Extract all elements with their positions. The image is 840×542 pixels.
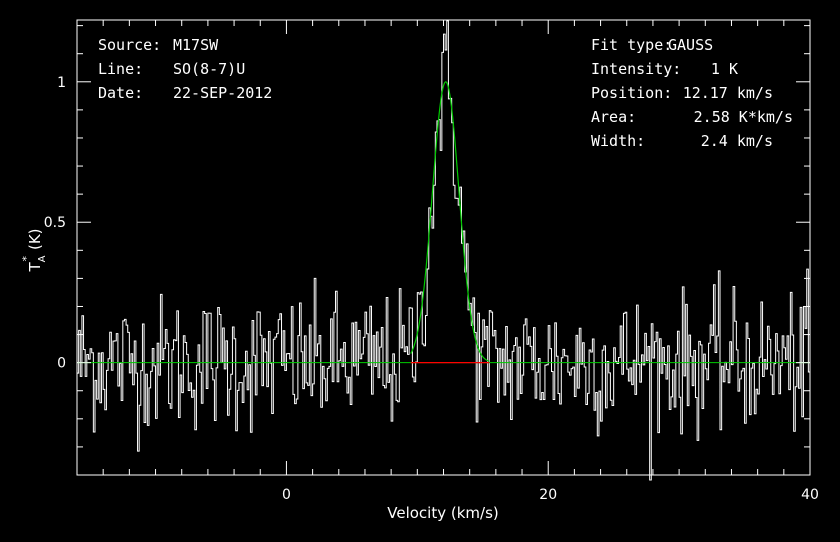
y-label-sub: A <box>37 255 48 262</box>
intensity-label: Intensity: <box>591 60 681 78</box>
y-tick-label: 1 <box>57 75 66 91</box>
x-axis-label: Velocity (km/s) <box>387 504 498 522</box>
date-label: Date: <box>98 84 143 102</box>
fit-type-value: GAUSS <box>668 36 713 54</box>
y-axis-label: TA * (K) <box>20 228 48 272</box>
y-tick-label: 0 <box>57 356 66 372</box>
ticks-group <box>76 20 811 475</box>
gaussian-fit-curve <box>410 81 490 362</box>
x-tick-label: 20 <box>539 487 557 503</box>
y-axis-label-text: TA * (K) <box>20 228 48 272</box>
y-label-sup: * <box>20 256 33 262</box>
area-value: 2.58 K*km/s <box>694 108 793 126</box>
spectrum-group <box>77 20 810 481</box>
fit-group <box>77 81 810 364</box>
position-value: 12.17 km/s <box>683 84 773 102</box>
spectrum-line <box>77 20 810 481</box>
x-tick-label: 0 <box>282 487 291 503</box>
source-value: M17SW <box>173 36 219 54</box>
fit-type-label: Fit type: <box>591 36 672 54</box>
line-value: SO(8-7)U <box>173 60 245 78</box>
y-tick-label: 0.5 <box>44 215 66 231</box>
intensity-value: 1 K <box>711 60 738 78</box>
y-label-unit: (K) <box>26 228 44 250</box>
x-tick-label: 40 <box>801 487 819 503</box>
tick-labels-group: 0 20 40 0 0.5 1 <box>44 75 819 503</box>
y-label-main: T <box>26 262 44 273</box>
position-label: Position: <box>591 84 672 102</box>
width-label: Width: <box>591 132 645 150</box>
source-label: Source: <box>98 36 161 54</box>
area-label: Area: <box>591 108 636 126</box>
width-value: 2.4 km/s <box>701 132 773 150</box>
date-value: 22-SEP-2012 <box>173 84 272 102</box>
line-label: Line: <box>98 60 143 78</box>
